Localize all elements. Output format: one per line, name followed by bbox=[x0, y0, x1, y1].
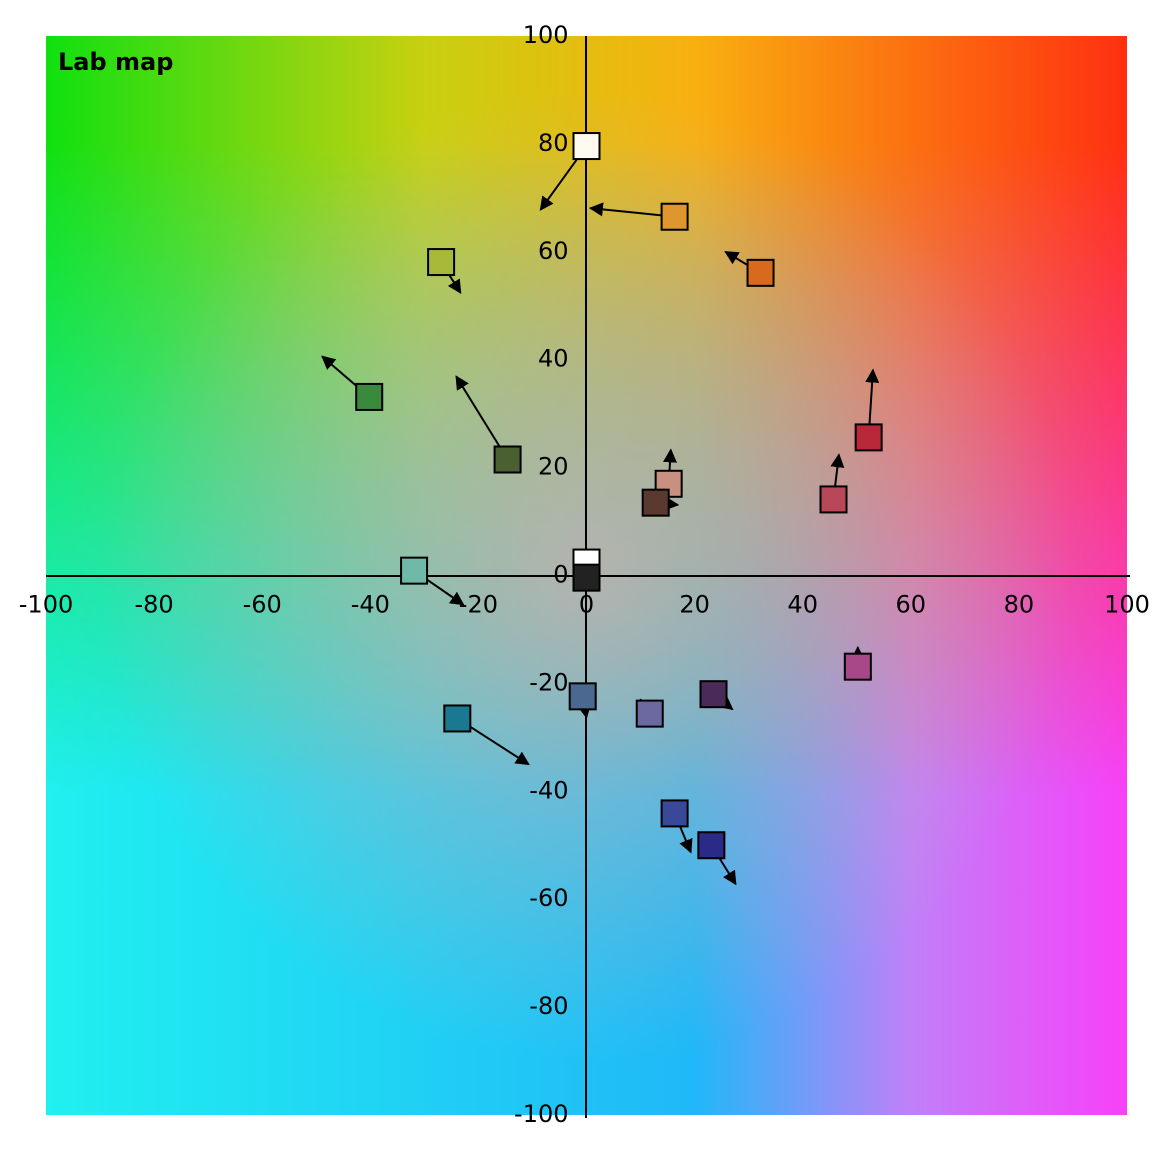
x-tick-label: -100 bbox=[19, 591, 73, 619]
color-patch bbox=[635, 699, 664, 728]
color-patch bbox=[443, 704, 472, 733]
y-tick-label: -20 bbox=[529, 668, 568, 696]
x-tick-label: -60 bbox=[243, 591, 282, 619]
color-patch bbox=[699, 680, 728, 709]
color-patch bbox=[493, 445, 522, 474]
x-tick-label: 40 bbox=[787, 591, 818, 619]
y-tick-label: 40 bbox=[538, 345, 569, 373]
x-tick-label: -20 bbox=[459, 591, 498, 619]
x-tick-label: 80 bbox=[1004, 591, 1035, 619]
x-tick-label: -80 bbox=[134, 591, 173, 619]
y-tick-label: 80 bbox=[538, 129, 569, 157]
y-tick-label: -60 bbox=[529, 884, 568, 912]
color-patch bbox=[641, 488, 670, 517]
color-patch bbox=[697, 831, 726, 860]
color-patch bbox=[819, 485, 848, 514]
shift-arrow bbox=[588, 202, 675, 218]
y-tick-label: 60 bbox=[538, 237, 569, 265]
chart-title: Lab map bbox=[58, 48, 173, 76]
y-tick-label: 20 bbox=[538, 453, 569, 481]
color-patch bbox=[572, 132, 601, 161]
color-patch bbox=[572, 563, 601, 592]
x-tick-label: -40 bbox=[351, 591, 390, 619]
color-patch bbox=[427, 248, 456, 277]
color-patch bbox=[660, 202, 689, 231]
y-tick-label: 100 bbox=[523, 21, 569, 49]
color-patch bbox=[843, 652, 872, 681]
color-patch bbox=[660, 799, 689, 828]
x-tick-label: 60 bbox=[896, 591, 927, 619]
x-tick-label: 100 bbox=[1104, 591, 1150, 619]
color-patch bbox=[400, 556, 429, 585]
x-tick-label: 20 bbox=[679, 591, 710, 619]
y-tick-label: -80 bbox=[529, 992, 568, 1020]
color-patch bbox=[854, 423, 883, 452]
x-tick-label: 0 bbox=[579, 591, 594, 619]
color-patch bbox=[568, 682, 597, 711]
y-tick-label: -100 bbox=[514, 1100, 568, 1128]
y-tick-label: 0 bbox=[553, 561, 568, 589]
color-patch bbox=[746, 258, 775, 287]
color-patch bbox=[355, 382, 384, 411]
y-tick-label: -40 bbox=[529, 776, 568, 804]
